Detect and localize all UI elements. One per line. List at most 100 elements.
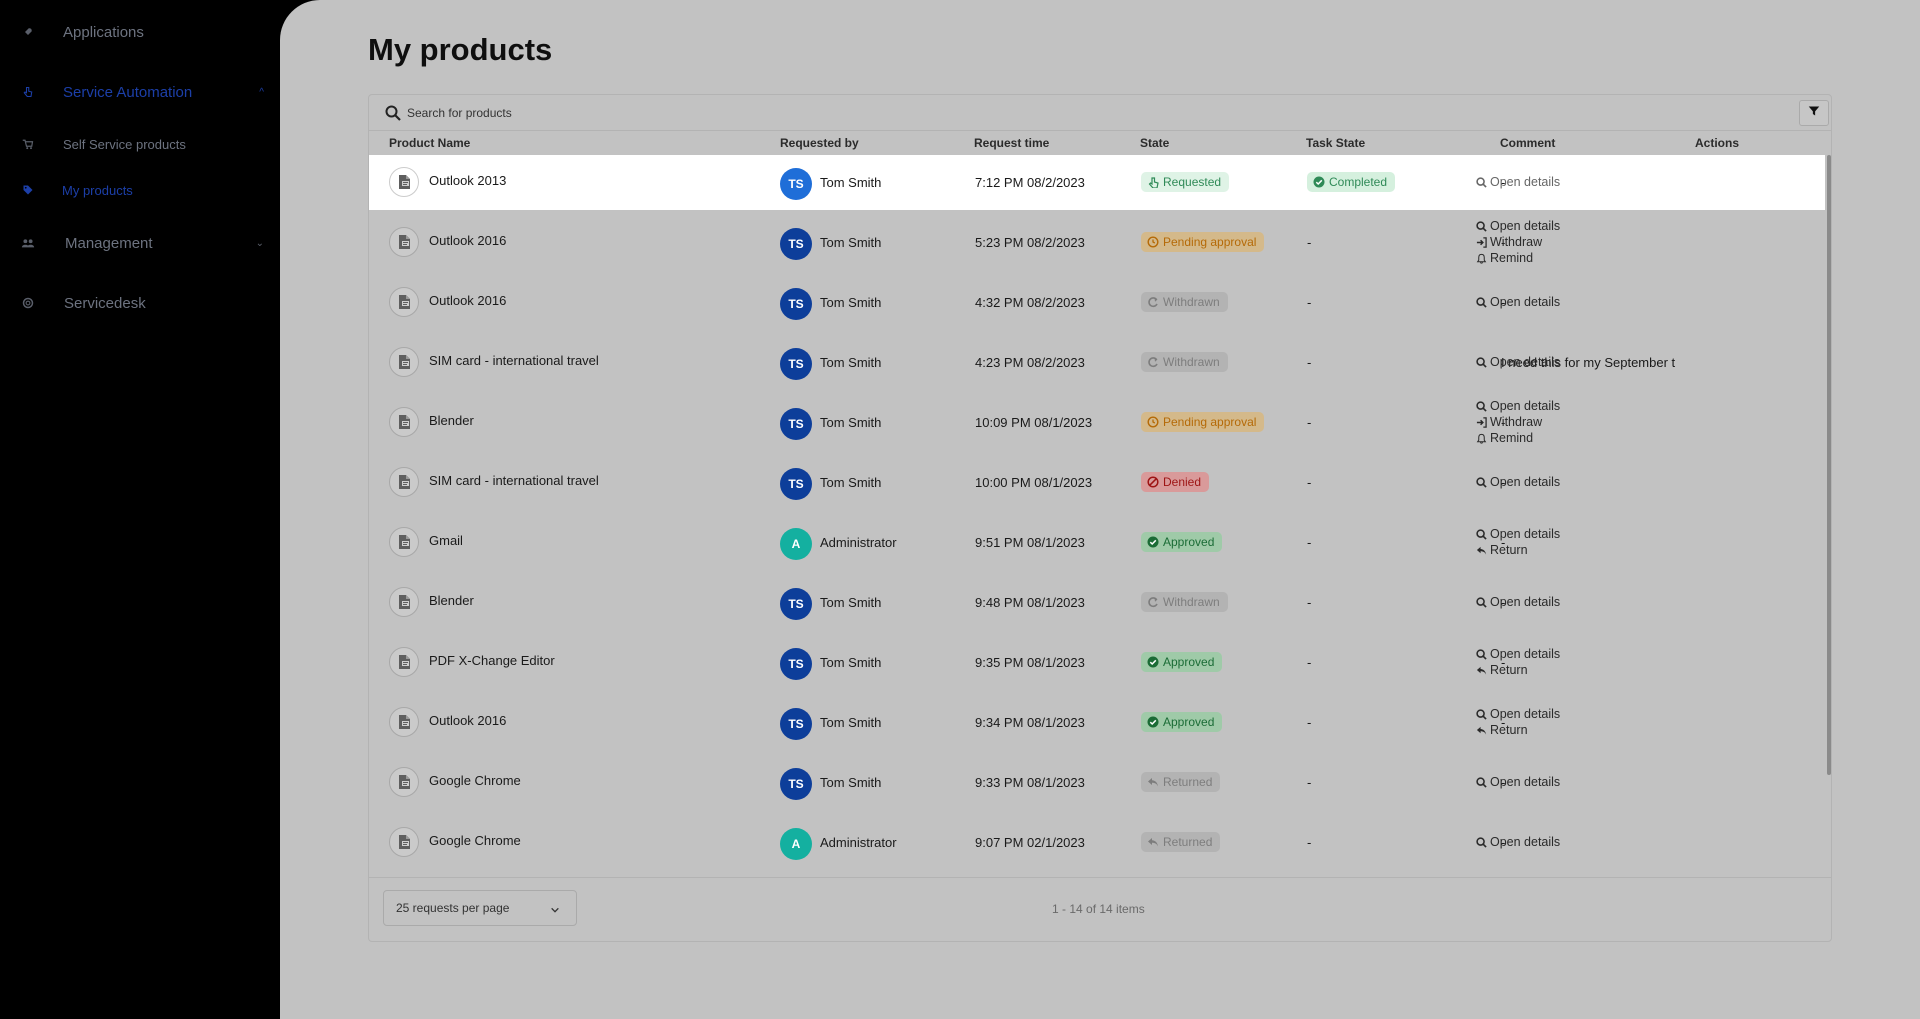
- nav-service-automation-label: Service Automation: [63, 83, 193, 101]
- return-action[interactable]: Return: [1476, 542, 1560, 558]
- nav-applications[interactable]: Applications: [0, 17, 280, 47]
- product-file-icon: [389, 827, 419, 857]
- open-details-action[interactable]: Open details: [1476, 774, 1560, 790]
- return-action[interactable]: Return: [1476, 722, 1560, 738]
- open-details-action[interactable]: Open details: [1476, 646, 1560, 662]
- open-details-label: Open details: [1490, 399, 1561, 413]
- return-action[interactable]: Return: [1476, 662, 1560, 678]
- product-name[interactable]: SIM card - international travel: [429, 473, 599, 488]
- row-actions: Open details: [1476, 474, 1560, 490]
- nav-service-automation[interactable]: Service Automation ^: [0, 77, 280, 107]
- open-details-action[interactable]: Open details: [1476, 594, 1560, 610]
- row-actions: Open details: [1476, 834, 1560, 850]
- col-comment[interactable]: Comment: [1500, 136, 1556, 150]
- remind-action[interactable]: Remind: [1476, 430, 1560, 446]
- product-name[interactable]: Google Chrome: [429, 833, 521, 848]
- table-row[interactable]: Google Chrome TS Tom Smith 9:33 PM 08/1/202…: [369, 755, 1825, 810]
- page-title: My products: [368, 32, 553, 67]
- remind-action[interactable]: Remind: [1476, 250, 1560, 266]
- table-row[interactable]: SIM card - international travel TS Tom Smi…: [369, 455, 1825, 510]
- open-details-action[interactable]: Open details: [1476, 526, 1560, 542]
- open-details-action[interactable]: Open details: [1476, 354, 1560, 370]
- state-label: Requested: [1163, 175, 1222, 189]
- product-name[interactable]: Gmail: [429, 533, 463, 548]
- return-label: Return: [1490, 663, 1528, 677]
- nav-self-service-products[interactable]: Self Service products: [0, 129, 280, 159]
- table-row[interactable]: Outlook 2016 TS Tom Smith 5:23 PM 08/2/2023…: [369, 215, 1825, 270]
- withdraw-action[interactable]: Withdraw: [1476, 234, 1560, 250]
- product-name[interactable]: Blender: [429, 413, 474, 428]
- open-details-label: Open details: [1490, 647, 1561, 661]
- nav-applications-label: Applications: [63, 23, 144, 41]
- col-task-state[interactable]: Task State: [1306, 136, 1366, 150]
- reply-icon: [1476, 546, 1487, 555]
- open-details-action[interactable]: Open details: [1476, 294, 1560, 310]
- per-page-select[interactable]: 25 requests per page: [383, 890, 577, 926]
- open-details-action[interactable]: Open details: [1476, 474, 1560, 490]
- search-icon: [1476, 400, 1487, 412]
- row-actions: Open details Return: [1476, 646, 1560, 678]
- product-file-icon: [389, 287, 419, 317]
- table-row[interactable]: Blender TS Tom Smith 10:09 PM 08/1/2023 Pend…: [369, 395, 1825, 450]
- search-input[interactable]: [407, 103, 1507, 123]
- state-badge: Pending approval: [1141, 232, 1265, 252]
- nav-servicedesk[interactable]: Servicedesk: [0, 288, 280, 318]
- table-row[interactable]: Blender TS Tom Smith 9:48 PM 08/1/2023 Withd…: [369, 575, 1825, 630]
- product-name[interactable]: PDF X-Change Editor: [429, 653, 555, 668]
- open-details-action[interactable]: Open details: [1476, 398, 1560, 414]
- avatar: TS: [780, 408, 812, 440]
- product-name[interactable]: Outlook 2016: [429, 233, 507, 248]
- search-icon: [1476, 648, 1487, 660]
- nav-management[interactable]: Management ⌄: [0, 228, 280, 258]
- filter-button[interactable]: [1799, 100, 1829, 126]
- state-label: Returned: [1163, 775, 1213, 789]
- col-product-name[interactable]: Product Name: [389, 136, 471, 150]
- hand-pointer-icon: [1148, 177, 1159, 188]
- table-row[interactable]: SIM card - international travel TS Tom Smi…: [369, 335, 1825, 390]
- table-row[interactable]: Outlook 2013 TS Tom Smith 7:12 PM 08/2/2023…: [369, 155, 1825, 210]
- state-badge: Withdrawn: [1141, 352, 1228, 372]
- col-requested-by[interactable]: Requested by: [780, 136, 859, 150]
- open-details-action[interactable]: Open details: [1476, 706, 1560, 722]
- open-details-action[interactable]: Open details: [1476, 174, 1560, 190]
- withdraw-action[interactable]: Withdraw: [1476, 414, 1560, 430]
- col-request-time[interactable]: Request time: [974, 136, 1050, 150]
- open-details-label: Open details: [1490, 595, 1561, 609]
- state-label: Withdrawn: [1163, 295, 1220, 309]
- request-time: 9:33 PM 08/1/2023: [975, 775, 1085, 790]
- comment: -: [1501, 535, 1506, 550]
- search-icon: [1476, 476, 1487, 488]
- col-state[interactable]: State: [1140, 136, 1170, 150]
- table-row[interactable]: Outlook 2016 TS Tom Smith 9:34 PM 08/1/2023…: [369, 695, 1825, 750]
- product-name[interactable]: Blender: [429, 593, 474, 608]
- comment: -: [1501, 475, 1506, 490]
- product-name[interactable]: Outlook 2013: [429, 173, 507, 188]
- sign-in-icon: [1476, 416, 1487, 428]
- open-details-action[interactable]: Open details: [1476, 218, 1560, 234]
- cart-icon: [20, 136, 36, 152]
- products-card: Product Name Requested by Request time S…: [368, 94, 1832, 942]
- product-name[interactable]: SIM card - international travel: [429, 353, 599, 368]
- task-state: -: [1307, 535, 1312, 550]
- comment: -: [1501, 295, 1506, 310]
- requested-by: Tom Smith: [820, 775, 882, 790]
- open-details-action[interactable]: Open details: [1476, 834, 1560, 850]
- product-name[interactable]: Google Chrome: [429, 773, 521, 788]
- state-badge: Approved: [1141, 532, 1223, 552]
- search-icon: [1476, 176, 1487, 188]
- withdraw-label: Withdraw: [1490, 235, 1543, 249]
- table-scrollbar[interactable]: [1827, 155, 1831, 775]
- nav-my-products[interactable]: My products: [0, 175, 280, 205]
- table-row[interactable]: PDF X-Change Editor TS Tom Smith 9:35 PM 08…: [369, 635, 1825, 690]
- product-name[interactable]: Outlook 2016: [429, 713, 507, 728]
- table-row[interactable]: Outlook 2016 TS Tom Smith 4:32 PM 08/2/2023…: [369, 275, 1825, 330]
- search-icon: [385, 105, 401, 121]
- product-name[interactable]: Outlook 2016: [429, 293, 507, 308]
- check-circle-icon: [1147, 716, 1159, 728]
- requested-by: Tom Smith: [820, 415, 882, 430]
- avatar: TS: [780, 468, 812, 500]
- table-row[interactable]: Google Chrome A Administrator 9:07 PM 02/1/…: [369, 815, 1825, 870]
- table-row[interactable]: Gmail A Administrator 9:51 PM 08/1/2023 Appr…: [369, 515, 1825, 570]
- search-icon: [1476, 708, 1487, 720]
- chevron-up-icon: ^: [259, 86, 264, 98]
